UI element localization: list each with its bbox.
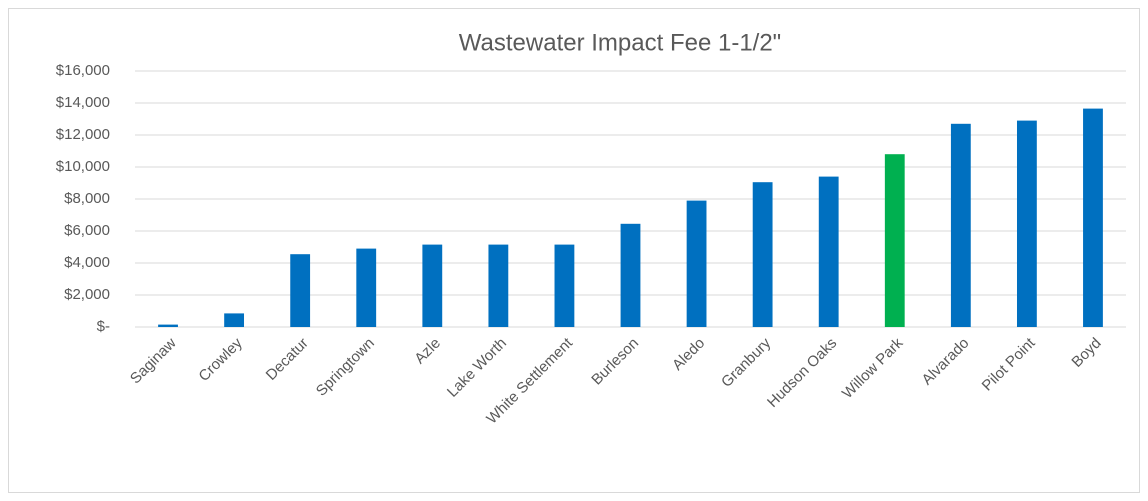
y-tick-label: $2,000 [64,286,110,303]
bar [620,223,641,327]
bar [686,200,707,327]
bar [752,182,773,327]
bar [884,154,905,327]
y-tick-label: $16,000 [56,62,110,79]
bar [1016,120,1037,327]
chart-title: Wastewater Impact Fee 1-1/2" [459,29,781,56]
bar [1083,108,1103,327]
y-tick-label: $- [97,318,110,335]
bar [422,244,443,327]
bar [554,244,575,327]
y-tick-label: $10,000 [56,158,110,175]
y-tick-label: $6,000 [64,222,110,239]
y-tick-label: $12,000 [56,126,110,143]
bar [950,123,971,327]
bar [224,313,245,327]
y-tick-label: $4,000 [64,254,110,271]
bar [818,176,839,327]
y-tick-label: $8,000 [64,190,110,207]
bar [158,324,178,327]
bar [488,244,509,327]
y-tick-label: $14,000 [56,94,110,111]
bar [356,248,377,327]
bar [290,254,311,327]
